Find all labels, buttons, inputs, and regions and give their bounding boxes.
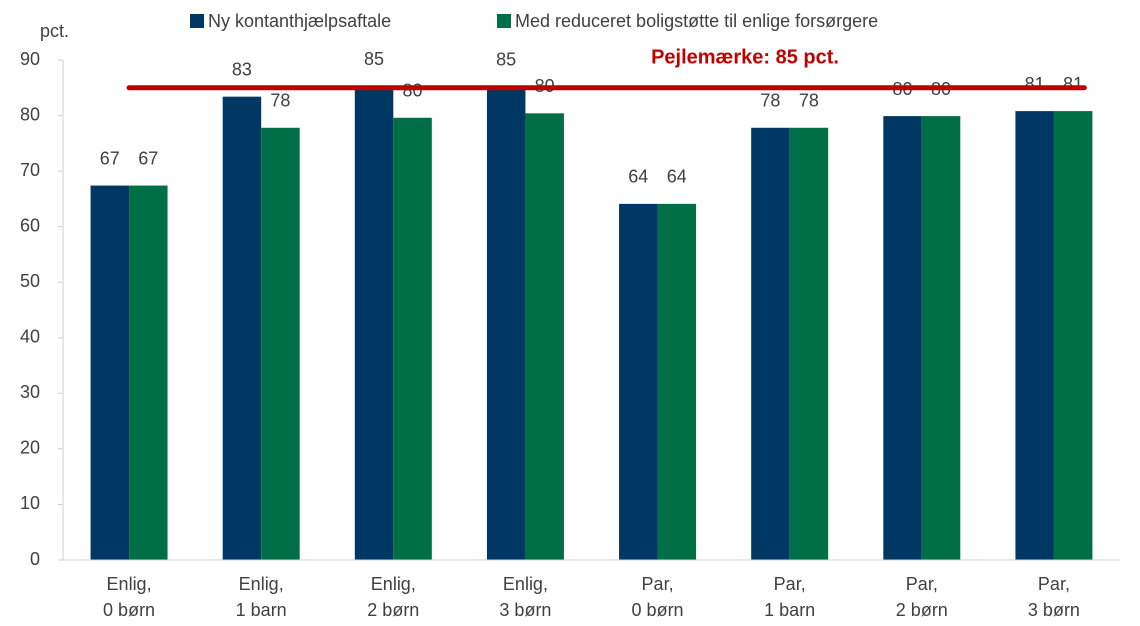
- y-tick-label: 80: [20, 104, 40, 124]
- x-tick-label: Par,: [774, 574, 806, 594]
- data-label: 81: [1025, 74, 1045, 94]
- y-tick-label: 50: [20, 271, 40, 291]
- y-tick-label: 60: [20, 215, 40, 235]
- legend-label: Ny kontanthjælpsaftale: [208, 11, 391, 31]
- bar: [883, 116, 922, 560]
- data-label: 67: [138, 148, 158, 168]
- x-tick-label: Par,: [906, 574, 938, 594]
- bar: [619, 203, 658, 560]
- y-tick-label: 70: [20, 160, 40, 180]
- x-tick-label: Enlig,: [503, 574, 548, 594]
- data-label: 67: [100, 148, 120, 168]
- bar: [657, 203, 697, 560]
- x-tick-label: 0 børn: [632, 600, 684, 620]
- y-tick-label: 40: [20, 327, 40, 347]
- bar: [393, 117, 432, 561]
- bar: [751, 127, 790, 561]
- data-label: 83: [232, 59, 252, 79]
- data-label: 78: [799, 91, 819, 111]
- bar: [222, 96, 262, 561]
- bar: [90, 185, 130, 561]
- bar: [789, 127, 829, 561]
- data-label: 80: [403, 81, 423, 101]
- data-label: 85: [496, 49, 516, 69]
- x-tick-label: 1 barn: [764, 600, 815, 620]
- x-tick-label: 1 barn: [236, 600, 287, 620]
- x-tick-label: 3 børn: [499, 600, 551, 620]
- bar: [486, 86, 526, 561]
- legend-label: Med reduceret boligstøtte til enlige for…: [515, 11, 878, 31]
- bar: [129, 185, 168, 561]
- y-axis-label: pct.: [40, 21, 69, 41]
- x-tick-label: Enlig,: [107, 574, 152, 594]
- x-tick-label: Par,: [642, 574, 674, 594]
- bar: [1053, 111, 1093, 560]
- bar: [354, 86, 394, 560]
- x-tick-label: Enlig,: [239, 574, 284, 594]
- data-label: 78: [270, 91, 290, 111]
- bar: [1015, 111, 1054, 560]
- data-label: 85: [364, 49, 384, 69]
- x-tick-label: Par,: [1038, 574, 1070, 594]
- reference-label: Pejlemærke: 85 pct.: [651, 46, 839, 68]
- y-tick-label: 0: [30, 549, 40, 569]
- y-tick-label: 90: [20, 49, 40, 69]
- legend-swatch: [497, 14, 511, 28]
- x-tick-label: Enlig,: [371, 574, 416, 594]
- data-label: 64: [667, 167, 687, 187]
- data-label: 78: [760, 91, 780, 111]
- bar: [525, 113, 564, 560]
- bar: [261, 127, 300, 561]
- x-tick-label: 0 børn: [103, 600, 155, 620]
- y-tick-label: 10: [20, 493, 40, 513]
- legend-swatch: [190, 14, 204, 28]
- data-label: 64: [628, 167, 648, 187]
- x-tick-label: 3 børn: [1028, 600, 1080, 620]
- x-tick-label: 2 børn: [896, 600, 948, 620]
- y-tick-label: 20: [20, 438, 40, 458]
- x-tick-label: 2 børn: [367, 600, 419, 620]
- bar: [921, 116, 961, 560]
- data-label: 81: [1063, 74, 1083, 94]
- y-tick-label: 30: [20, 382, 40, 402]
